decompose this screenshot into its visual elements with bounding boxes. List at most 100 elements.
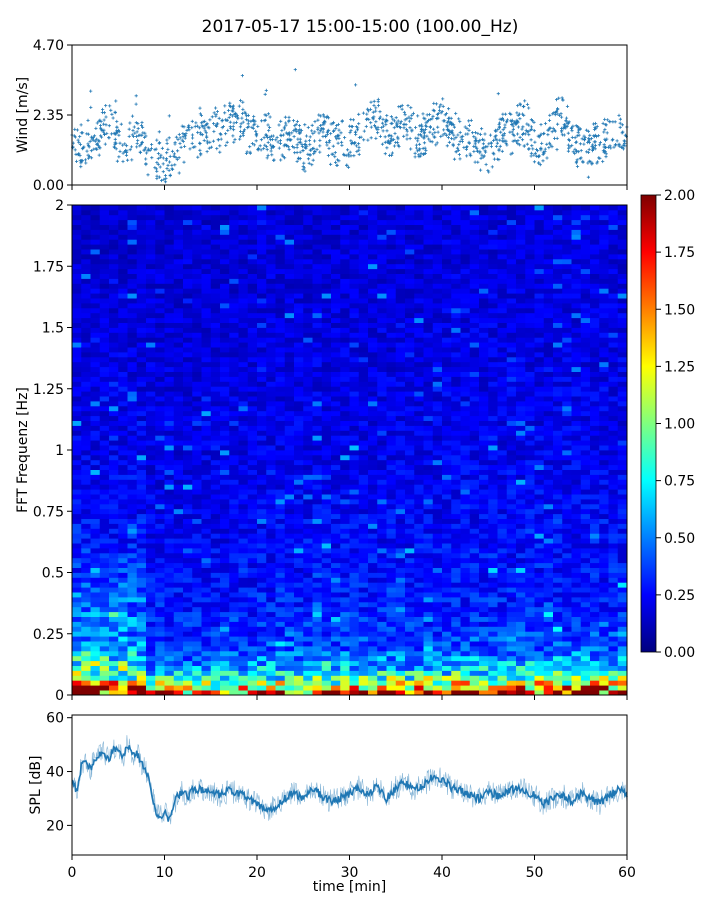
spectrogram-cell [349,396,360,402]
spectrogram-cell [247,430,258,436]
wind-point [539,146,543,150]
spectrogram-cell [164,562,175,568]
spectrogram-cell [275,366,286,372]
wind-point [128,148,132,152]
spectrogram-cell [275,239,286,245]
spectrogram-cell [229,685,239,691]
spectrogram-cell [349,636,360,642]
wind-point [532,160,537,164]
wind-point [564,116,569,120]
spectrogram-cell [284,327,295,333]
spectrogram-cell [294,552,304,559]
spectrogram-cell [173,293,184,299]
spectrogram-cell [312,508,323,515]
wind-point [618,125,622,129]
spectrogram-cell [173,587,184,593]
spectrogram-cell [303,214,313,221]
spectrogram-cell [257,366,267,372]
wind-point [545,156,549,160]
spectrogram-cell [118,205,128,211]
spectrogram-cell [118,381,128,387]
spectrogram-cell [303,592,313,598]
spectrogram-cell [127,386,138,392]
wind-point [557,113,562,117]
spectrogram-cell [386,317,397,323]
wind-point [385,114,389,118]
spectrogram-cell [146,650,156,657]
spectrogram-cell [99,592,110,598]
spectrogram-cell [164,352,175,358]
spectrogram-cell [358,489,369,495]
wind-point [182,160,186,164]
spectrogram-cell [81,665,91,671]
spectrogram-cell [303,479,313,485]
spectrogram-cell [377,401,387,407]
wind-point [566,143,570,147]
spectrogram-cell [349,464,360,470]
spectrogram-cell [210,528,221,534]
wind-point [458,130,462,135]
spectrogram-cell [340,499,350,505]
spectrogram-cell [377,533,387,539]
spectrogram-cell [386,278,397,284]
spectrogram-cell [395,484,406,490]
spectrogram-cell [368,263,378,270]
spectrogram-cell [99,332,110,338]
spectrogram-cell [229,597,239,603]
spectrogram-cell [368,224,378,230]
spectrogram-cell [173,234,184,240]
spectrogram-cell [210,317,221,323]
spectrogram-cell [146,454,156,461]
spectrogram-cell [201,508,212,515]
spectrogram-cell [155,356,165,363]
wind-point [486,169,490,173]
spectrogram-cell [201,665,212,671]
wind-point [297,141,301,145]
wind-point [529,138,533,142]
spectrogram-cell [210,288,221,294]
wind-point [390,153,394,157]
spectrogram-cell [294,655,304,662]
spectrogram-cell [386,597,397,603]
spectrogram-cell [118,361,128,368]
spectrogram-cell [210,567,221,573]
spectrogram-cell [109,528,119,534]
wind-point [593,143,598,148]
wind-point [80,158,84,163]
spectrogram-cell [183,381,193,387]
spectrogram-cell [155,626,165,632]
spectrogram-cell [321,533,332,539]
spectrogram-cell [173,386,184,392]
wind-point [580,137,584,141]
spectrogram-cell [173,445,184,451]
spectrogram-cell [321,670,332,676]
spectrogram-cell [164,572,175,578]
spectrogram-cell [72,386,82,392]
spectrogram-cell [127,513,138,519]
spectrogram-cell [136,405,147,412]
spectrogram-cell [294,538,304,544]
wind-point [193,125,197,129]
spectrogram-cell [109,474,119,480]
wind-point [446,136,450,140]
spectrogram-cell [118,425,128,431]
spectrogram-cell [349,415,360,421]
spectrogram-cell [220,352,230,358]
spectrogram-cell [220,626,230,632]
spectrogram-cell [358,690,369,696]
spectrogram-cell [201,494,212,500]
spectrogram-cell [358,410,369,417]
spectrogram-cell [294,303,304,309]
spectrogram-cell [127,366,138,372]
spectrogram-cell [257,283,267,289]
wind-point [489,141,494,145]
spectrogram-cell [118,249,128,255]
spectrogram-cell [90,660,101,666]
spectrogram-cell [386,410,397,417]
spectrogram-cell [136,229,147,235]
wind-point [409,147,413,151]
spectrogram-cell [377,415,387,421]
wind-point [252,118,256,122]
wind-point [107,136,111,140]
wind-point [595,160,600,164]
